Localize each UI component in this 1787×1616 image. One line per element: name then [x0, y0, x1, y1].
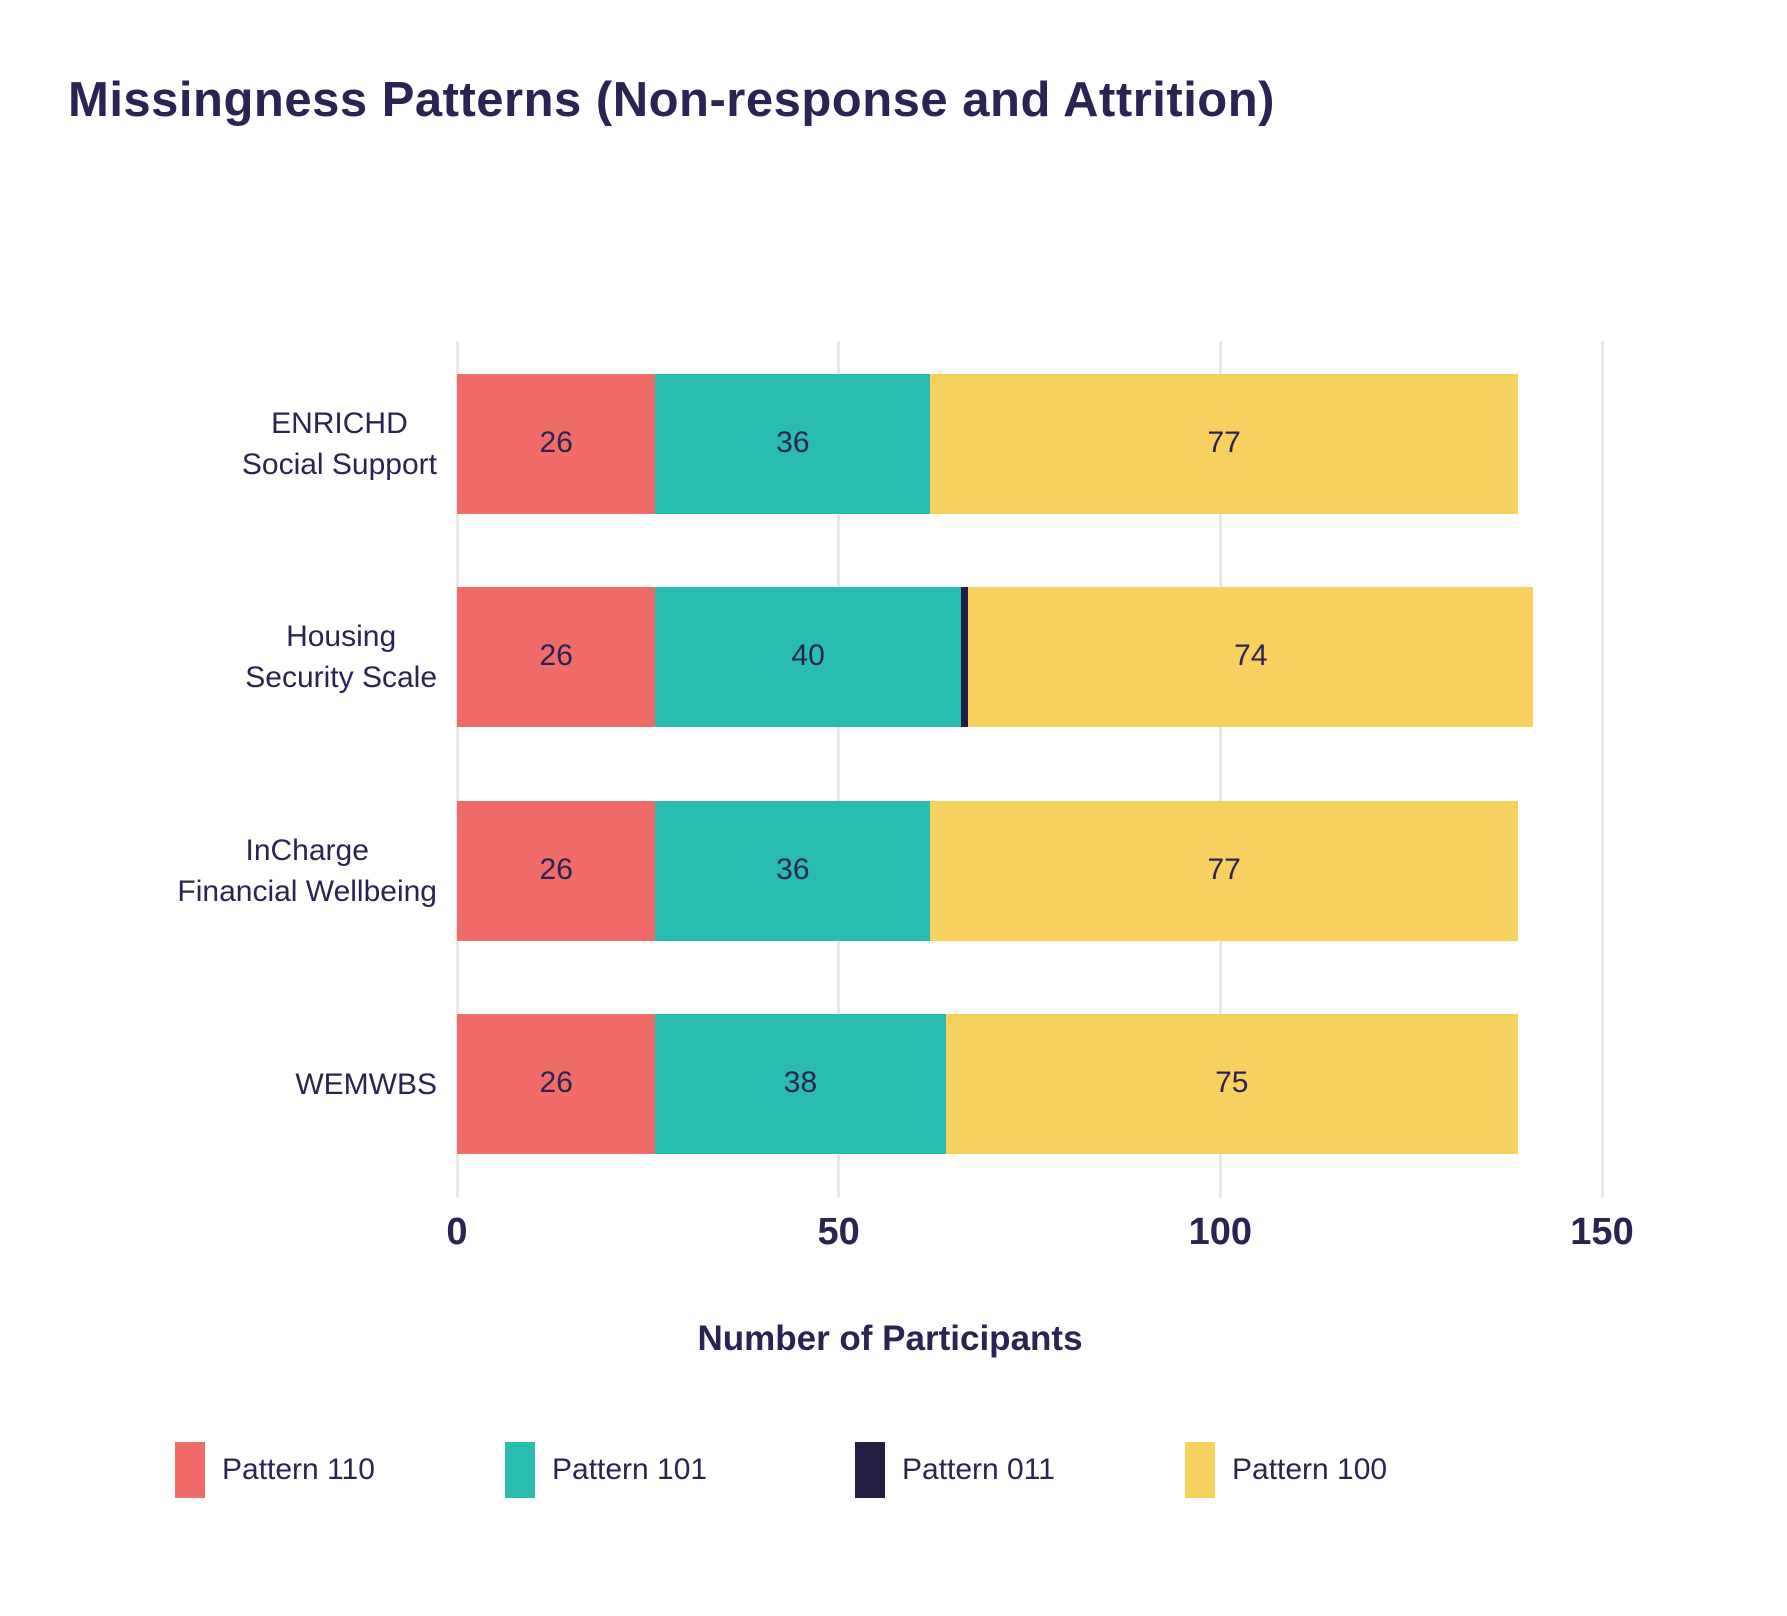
category-label-text: WEMWBS [295, 1067, 437, 1101]
bar-value-label: 77 [1207, 853, 1241, 886]
bar-value-label: 74 [1234, 639, 1268, 672]
bar-segment-pattern-100 [945, 1014, 1519, 1154]
bar-row-3: 26 36 77 [457, 801, 1602, 941]
x-tick-label-150: 150 [1570, 1211, 1634, 1253]
bar-value-label: 26 [539, 639, 573, 672]
gridline-x150 [1600, 341, 1604, 1198]
x-axis-title: Number of Participants [697, 1319, 1083, 1358]
bar-segment-pattern-110 [457, 587, 656, 727]
bar-value-label: 36 [776, 853, 810, 886]
legend-item-pattern-110: Pattern 110 [175, 1442, 375, 1498]
bar-row-1: 26 36 77 [457, 374, 1602, 514]
bar-value-label: 26 [539, 853, 573, 886]
category-label-2: Housing Security Scale [245, 587, 437, 727]
category-label-text: ENRICHD Social Support [241, 407, 437, 481]
bar-segment-pattern-110 [457, 801, 656, 941]
bar-segment-pattern-101 [655, 801, 931, 941]
bar-value-label: 38 [783, 1066, 818, 1099]
bar-segment-pattern-100 [968, 587, 1534, 727]
legend-swatch-icon [505, 1442, 535, 1498]
legend-item-pattern-100: Pattern 100 [1185, 1442, 1387, 1498]
bar-segment-pattern-101 [655, 587, 961, 727]
category-label-text: InCharge Financial Wellbeing [177, 834, 437, 908]
x-tick-label-100: 100 [1188, 1211, 1253, 1253]
category-label-4: WEMWBS [295, 1014, 437, 1154]
legend-swatch-icon [1185, 1442, 1215, 1498]
legend-label: Pattern 110 [222, 1453, 375, 1486]
legend-label: Pattern 011 [902, 1453, 1055, 1486]
category-label-text: Housing Security Scale [245, 620, 437, 694]
bar-row-4: 26 38 75 [457, 1014, 1602, 1154]
bar-segment-pattern-100 [930, 374, 1519, 514]
gridline-x100 [1218, 341, 1222, 1198]
bar-row-2: 2640174 [457, 587, 1602, 727]
x-tick-label-50: 50 [817, 1211, 860, 1253]
bar-segment-pattern-101 [655, 374, 931, 514]
bar-value-label: 75 [1215, 1066, 1249, 1099]
bar-value-label: 36 [776, 426, 810, 459]
category-label-3: InCharge Financial Wellbeing [177, 801, 437, 941]
bar-value-label: 40 [791, 639, 825, 672]
x-tick-label-0: 0 [446, 1211, 468, 1253]
bar-value-label: 26 [539, 426, 573, 459]
bar-value-label: 77 [1207, 426, 1241, 459]
legend-item-pattern-011: Pattern 011 [855, 1442, 1055, 1498]
chart-title: Missingness Patterns (Non-response and A… [68, 73, 1275, 127]
legend-label: Pattern 100 [1232, 1453, 1388, 1486]
legend-swatch-icon [855, 1442, 885, 1498]
legend-swatch-icon [175, 1442, 205, 1498]
bar-value-label: 26 [539, 1066, 573, 1099]
bar-segment-pattern-110 [457, 374, 656, 514]
gridline-x50 [837, 341, 841, 1198]
legend-item-pattern-101: Pattern 101 [505, 1442, 707, 1498]
legend-label: Pattern 101 [552, 1453, 708, 1486]
gridline-x0 [455, 341, 459, 1198]
category-label-1: ENRICHD Social Support [242, 374, 437, 514]
bar-segment-pattern-101 [655, 1014, 946, 1154]
bar-segment-pattern-011 [960, 587, 969, 727]
bar-segment-pattern-100 [930, 801, 1519, 941]
bar-segment-pattern-110 [457, 1014, 656, 1154]
